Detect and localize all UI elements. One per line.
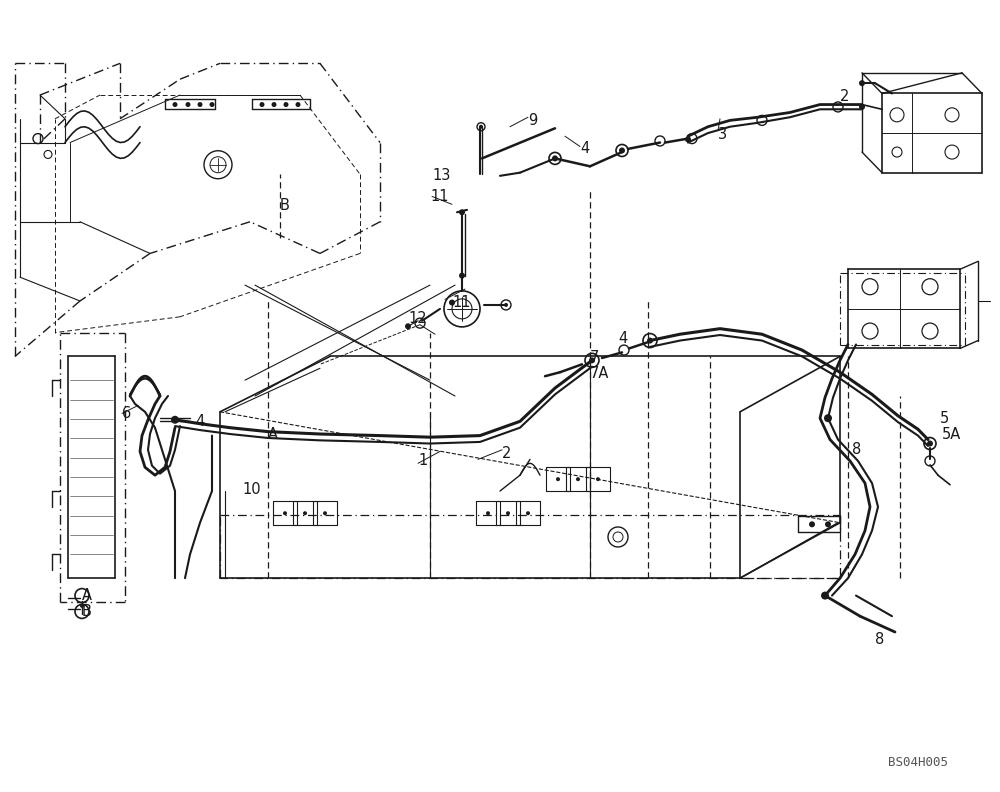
Circle shape — [260, 102, 264, 107]
Circle shape — [296, 102, 300, 107]
Text: BS04H005: BS04H005 — [888, 756, 948, 769]
Circle shape — [859, 104, 865, 110]
Text: 4: 4 — [580, 142, 589, 156]
Circle shape — [821, 592, 829, 600]
Circle shape — [526, 511, 530, 516]
Circle shape — [556, 477, 560, 482]
Circle shape — [198, 102, 202, 107]
Circle shape — [405, 323, 411, 329]
Circle shape — [459, 272, 465, 279]
Text: 12: 12 — [408, 311, 427, 326]
Circle shape — [272, 102, 276, 107]
Circle shape — [186, 102, 190, 107]
Circle shape — [284, 102, 288, 107]
Circle shape — [323, 511, 327, 516]
Text: 11: 11 — [430, 189, 448, 204]
Circle shape — [449, 299, 455, 306]
Circle shape — [552, 155, 558, 162]
Text: 8: 8 — [852, 443, 861, 457]
Circle shape — [596, 477, 600, 482]
Text: A: A — [268, 427, 278, 441]
Circle shape — [576, 477, 580, 482]
Circle shape — [479, 124, 483, 129]
Text: 10: 10 — [242, 482, 261, 497]
Circle shape — [80, 604, 84, 608]
Text: A: A — [82, 588, 92, 603]
Circle shape — [809, 521, 815, 527]
Text: 11: 11 — [452, 295, 471, 310]
Circle shape — [619, 147, 625, 154]
Circle shape — [647, 337, 653, 344]
Text: 7: 7 — [590, 351, 599, 365]
Circle shape — [283, 511, 287, 516]
Circle shape — [173, 102, 178, 107]
Circle shape — [859, 80, 865, 86]
Circle shape — [303, 511, 307, 516]
Circle shape — [825, 521, 831, 527]
Text: 4: 4 — [618, 332, 627, 346]
Circle shape — [486, 511, 490, 516]
Circle shape — [685, 136, 691, 143]
Circle shape — [171, 416, 179, 424]
Text: 5A: 5A — [942, 427, 961, 441]
Text: 9: 9 — [528, 113, 537, 128]
Text: 5: 5 — [940, 411, 949, 425]
Text: 1: 1 — [418, 454, 427, 468]
Circle shape — [210, 102, 214, 107]
Circle shape — [506, 511, 510, 516]
Text: B: B — [82, 604, 92, 619]
Circle shape — [459, 209, 465, 215]
Text: 13: 13 — [432, 169, 450, 183]
Text: 4: 4 — [195, 414, 204, 428]
Circle shape — [927, 440, 933, 447]
Text: 2: 2 — [502, 446, 511, 460]
Text: 7A: 7A — [590, 367, 609, 381]
Text: 2: 2 — [840, 89, 849, 104]
Circle shape — [589, 357, 595, 364]
Circle shape — [504, 303, 508, 307]
Text: 8: 8 — [875, 633, 884, 647]
Text: 6: 6 — [122, 406, 131, 421]
Text: B: B — [280, 199, 290, 213]
Text: 3: 3 — [718, 128, 727, 142]
Circle shape — [824, 414, 832, 422]
